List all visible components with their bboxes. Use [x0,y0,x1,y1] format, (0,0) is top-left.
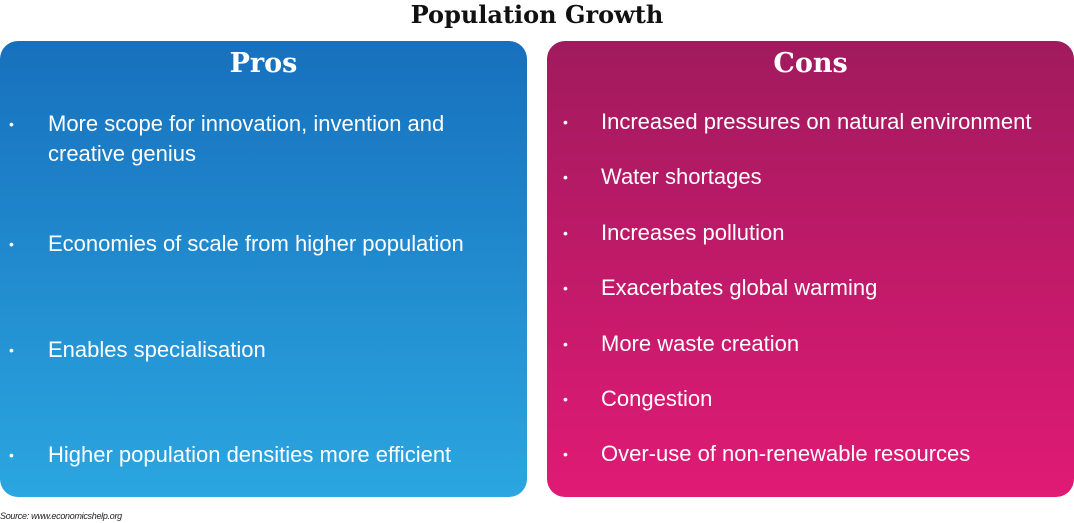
cons-heading: Cons [773,48,848,79]
cons-item-text: Exacerbates global warming [601,275,878,300]
bullet-icon: • [563,280,568,296]
pros-item-text: Enables specialisation [48,337,266,362]
bullet-icon: • [563,114,568,130]
cons-item-text: Water shortages [601,164,762,189]
cons-item-text: Congestion [601,386,713,411]
bullet-icon: • [563,225,568,241]
bullet-icon: • [9,342,14,358]
cons-item-text: More waste creation [601,331,800,356]
bullet-icon: • [563,169,568,185]
pros-item-text: More scope for innovation, invention and… [48,111,445,166]
page-title: Population Growth [410,0,664,29]
cons-item-text: Increased pressures on natural environme… [601,109,1032,134]
pros-panel: Pros • More scope for innovation, invent… [0,41,527,497]
cons-item-text: Over-use of non-renewable resources [601,441,971,466]
bullet-icon: • [563,336,568,352]
pros-item-text: Economies of scale from higher populatio… [48,231,464,256]
bullet-icon: • [9,236,14,252]
pros-item-text: Higher population densities more efficie… [48,442,452,467]
bullet-icon: • [9,447,14,463]
cons-panel: Cons • Increased pressures on natural en… [547,41,1074,497]
source-credit: Source: www.economicshelp.org [0,511,122,521]
bullet-icon: • [563,391,568,407]
pros-heading: Pros [229,48,298,79]
bullet-icon: • [9,116,14,132]
cons-item-text: Increases pollution [601,220,785,245]
bullet-icon: • [563,446,568,462]
